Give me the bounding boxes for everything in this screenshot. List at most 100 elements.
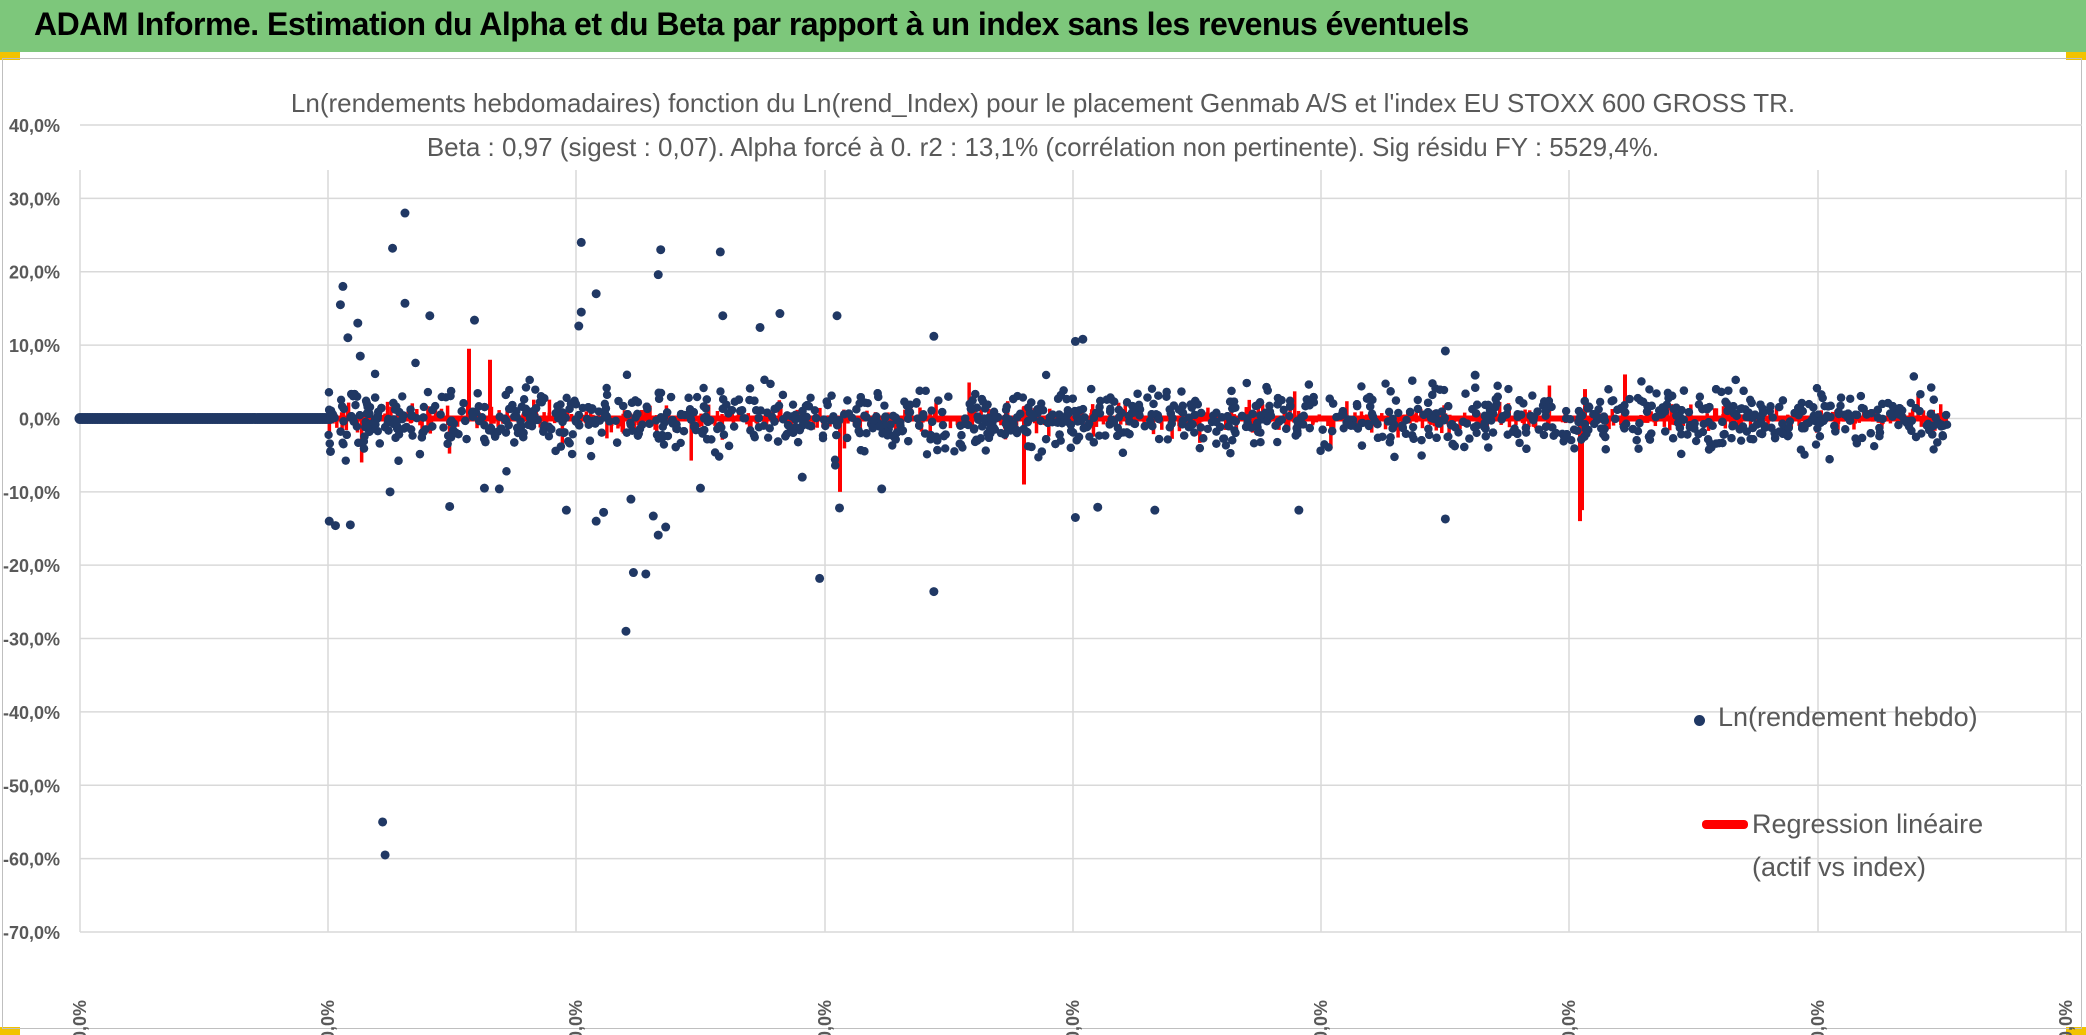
data-point	[338, 281, 348, 291]
data-point	[971, 389, 980, 399]
data-point	[855, 399, 864, 408]
data-point	[1066, 443, 1075, 453]
data-point	[540, 394, 549, 403]
data-point	[1413, 395, 1422, 405]
data-point	[496, 424, 506, 433]
y-tick-label: 40,0%	[9, 116, 60, 136]
data-point	[1328, 399, 1338, 408]
data-point	[653, 530, 663, 540]
data-point	[1825, 455, 1834, 464]
data-point	[1237, 411, 1247, 421]
data-point	[1895, 403, 1904, 413]
data-point	[1539, 430, 1549, 440]
data-point	[1504, 384, 1513, 394]
data-point	[783, 420, 793, 430]
data-point	[1066, 426, 1076, 436]
data-point	[1644, 432, 1654, 441]
data-point	[775, 309, 785, 319]
data-point	[1664, 393, 1673, 403]
data-point	[1685, 420, 1695, 430]
data-point	[795, 425, 805, 435]
data-point	[1143, 393, 1152, 402]
data-point	[929, 331, 939, 341]
data-point	[1928, 430, 1937, 439]
data-point	[1841, 425, 1850, 434]
data-point	[1625, 394, 1634, 404]
data-point	[1561, 414, 1571, 423]
data-point	[1327, 426, 1337, 436]
data-point	[1632, 436, 1641, 445]
data-point	[1002, 402, 1011, 411]
data-point	[692, 392, 702, 402]
data-point	[602, 383, 611, 393]
data-point	[591, 289, 601, 299]
data-point	[437, 392, 447, 402]
data-point	[886, 420, 895, 429]
data-point	[1059, 386, 1068, 395]
data-point	[1459, 417, 1468, 426]
data-point	[1273, 400, 1282, 409]
y-tick-label: -40,0%	[3, 703, 60, 723]
data-point	[553, 401, 562, 411]
data-point	[1224, 422, 1233, 431]
data-point	[832, 430, 841, 440]
data-point	[447, 416, 456, 425]
data-point	[1658, 403, 1667, 412]
data-point	[1386, 387, 1395, 396]
data-point	[1549, 431, 1558, 440]
data-point	[1086, 384, 1096, 394]
data-point	[1931, 413, 1940, 422]
data-point	[562, 393, 571, 403]
data-point	[1196, 423, 1205, 432]
data-point	[1577, 411, 1587, 420]
data-point	[1018, 393, 1028, 402]
data-point	[521, 383, 531, 392]
data-point	[336, 395, 346, 405]
data-point	[973, 412, 982, 421]
data-point	[1866, 429, 1875, 438]
data-point	[759, 421, 769, 430]
legend-entry-scatter: Ln(rendement hebdo)	[1694, 702, 1978, 733]
data-point	[390, 405, 400, 414]
y-axis-ticks: 40,0% 30,0% 20,0% 10,0% 0,0% -10,0% -20,0% -30,…	[3, 116, 60, 943]
data-point	[374, 407, 383, 417]
data-point	[718, 404, 727, 414]
data-point	[1748, 435, 1758, 444]
data-point	[1742, 412, 1751, 422]
data-point	[1079, 423, 1088, 433]
data-point	[631, 413, 640, 422]
data-point	[1580, 419, 1590, 429]
data-point	[1033, 405, 1042, 414]
data-point	[1770, 433, 1780, 443]
data-point	[703, 417, 713, 427]
data-point	[1907, 426, 1916, 436]
data-point	[1757, 429, 1767, 439]
data-point	[1075, 406, 1084, 415]
data-point	[1642, 407, 1652, 416]
data-point	[597, 428, 606, 437]
data-point	[1277, 415, 1286, 424]
data-point	[1405, 407, 1415, 417]
data-point	[626, 420, 635, 429]
data-point	[1221, 441, 1231, 450]
data-point	[1150, 505, 1160, 515]
data-point	[922, 450, 932, 459]
data-point	[969, 425, 979, 434]
data-point	[355, 351, 365, 361]
data-point	[446, 386, 456, 396]
data-point	[656, 414, 665, 423]
data-point	[539, 427, 548, 436]
data-point	[400, 208, 410, 218]
data-point	[599, 507, 609, 517]
data-point	[521, 404, 530, 414]
data-point	[1645, 385, 1654, 394]
legend-label-scatter: Ln(rendement hebdo)	[1718, 702, 1978, 732]
data-point	[686, 415, 696, 424]
corner-marker-bottom-left	[0, 1027, 20, 1035]
data-point	[1339, 410, 1348, 419]
data-point	[508, 400, 517, 410]
data-point	[1324, 443, 1333, 452]
data-point	[1569, 425, 1579, 434]
data-point	[353, 318, 363, 328]
data-point	[1089, 413, 1099, 422]
